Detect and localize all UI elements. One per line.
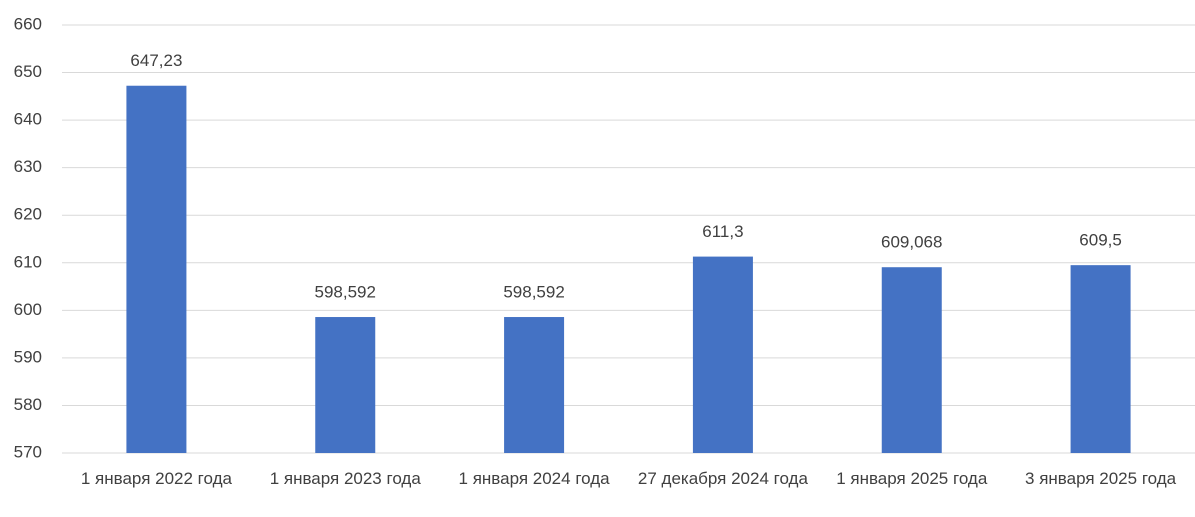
bar xyxy=(504,317,565,453)
x-tick-label: 1 января 2025 года xyxy=(836,469,988,488)
bar xyxy=(1070,265,1131,453)
x-tick-label: 27 декабря 2024 года xyxy=(637,469,808,488)
y-tick-label: 600 xyxy=(14,300,42,319)
y-tick-label: 660 xyxy=(14,14,42,33)
value-label: 611,3 xyxy=(702,222,743,241)
y-tick-label: 590 xyxy=(14,347,42,366)
y-tick-label: 650 xyxy=(14,62,42,81)
x-tick-label: 1 января 2024 года xyxy=(458,469,610,488)
y-tick-label: 610 xyxy=(14,252,42,271)
bar xyxy=(315,317,376,453)
x-tick-label: 3 января 2025 года xyxy=(1025,469,1177,488)
value-label: 609,5 xyxy=(1079,231,1122,250)
bar xyxy=(881,267,942,453)
y-tick-label: 580 xyxy=(14,395,42,414)
bar xyxy=(692,256,753,453)
value-label: 609,068 xyxy=(881,233,942,252)
y-tick-label: 630 xyxy=(14,157,42,176)
y-tick-label: 620 xyxy=(14,205,42,224)
y-tick-label: 640 xyxy=(14,110,42,129)
value-label: 647,23 xyxy=(130,51,182,70)
value-label: 598,592 xyxy=(503,283,564,302)
bar xyxy=(126,85,187,453)
y-tick-label: 570 xyxy=(14,442,42,461)
x-tick-label: 1 января 2022 года xyxy=(80,469,232,488)
x-tick-label: 1 января 2023 года xyxy=(269,469,421,488)
value-label: 598,592 xyxy=(315,283,376,302)
